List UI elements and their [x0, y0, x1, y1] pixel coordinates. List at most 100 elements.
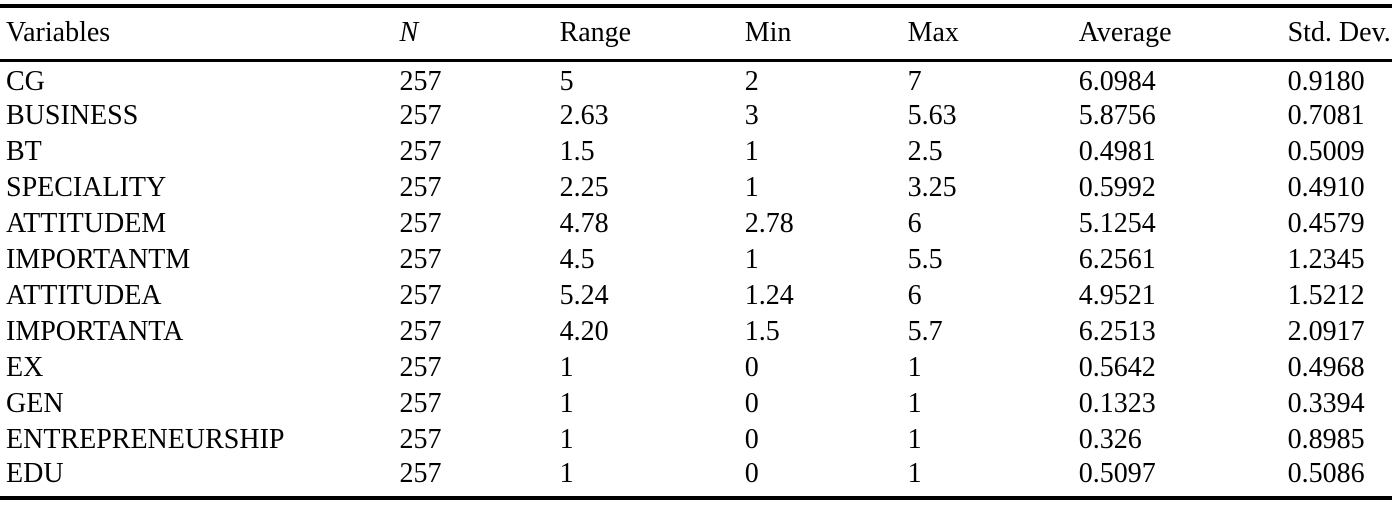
- cell-std-dev: 0.9180: [1287, 65, 1365, 97]
- column-header-n: N: [399, 6, 560, 62]
- cell-n: 257: [399, 315, 442, 347]
- table-row: BUSINESS 257 2.63 3 5.63 5.8756 0.7081: [0, 98, 1392, 134]
- cell-min: 0: [744, 457, 759, 489]
- cell-range: 4.5: [559, 243, 595, 275]
- table-row: GEN 257 1 0 1 0.1323 0.3394: [0, 386, 1392, 422]
- cell-average: 5.1254: [1078, 207, 1156, 239]
- table-row: IMPORTANTA 257 4.20 1.5 5.7 6.2513 2.0917: [0, 314, 1392, 350]
- cell-average: 0.326: [1078, 423, 1142, 455]
- cell-range: 1.5: [559, 135, 595, 167]
- table-body: CG 257 5 2 7 6.0984 0.9180 BUSINESS 257 2.63 3 5.63…: [0, 60, 1392, 498]
- cell-max: 2.5: [907, 135, 943, 167]
- cell-average: 5.8756: [1078, 99, 1156, 131]
- cell-n: 257: [399, 457, 442, 489]
- cell-variable: EDU: [6, 457, 64, 489]
- table-row: EX 257 1 0 1 0.5642 0.4968: [0, 350, 1392, 386]
- cell-average: 6.2561: [1078, 243, 1156, 275]
- cell-max: 5.63: [907, 99, 957, 131]
- column-header-variable: Variables: [0, 6, 400, 62]
- cell-max: 7: [907, 65, 922, 97]
- cell-min: 2.78: [744, 207, 794, 239]
- cell-n: 257: [399, 65, 442, 97]
- table-header: Variables N Range Min Max Average Std. Dev.: [0, 6, 1392, 62]
- cell-range: 1: [559, 457, 574, 489]
- cell-average: 0.4981: [1078, 135, 1156, 167]
- cell-min: 1.5: [744, 315, 780, 347]
- table-row: SPECIALITY 257 2.25 1 3.25 0.5992 0.4910: [0, 170, 1392, 206]
- cell-max: 6: [907, 279, 922, 311]
- cell-range: 1: [559, 423, 574, 455]
- cell-n: 257: [399, 207, 442, 239]
- cell-max: 1: [907, 457, 922, 489]
- table-row: ATTITUDEA 257 5.24 1.24 6 4.9521 1.5212: [0, 278, 1392, 314]
- cell-range: 4.20: [559, 315, 609, 347]
- cell-n: 257: [399, 387, 442, 419]
- cell-variable: CG: [6, 65, 45, 97]
- cell-max: 1: [907, 423, 922, 455]
- cell-std-dev: 0.3394: [1287, 387, 1365, 419]
- cell-n: 257: [399, 351, 442, 383]
- table-row: BT 257 1.5 1 2.5 0.4981 0.5009: [0, 134, 1392, 170]
- cell-max: 5.5: [907, 243, 943, 275]
- cell-average: 0.5642: [1078, 351, 1156, 383]
- header-row: Variables N Range Min Max Average Std. Dev.: [0, 6, 1392, 62]
- cell-variable: EX: [6, 351, 44, 383]
- cell-n: 257: [399, 243, 442, 275]
- cell-max: 6: [907, 207, 922, 239]
- cell-range: 4.78: [559, 207, 609, 239]
- cell-variable: GEN: [6, 387, 64, 419]
- cell-range: 1: [559, 351, 574, 383]
- cell-range: 2.63: [559, 99, 609, 131]
- descriptive-statistics-table: Variables N Range Min Max Average Std. Dev. CG…: [0, 4, 1392, 500]
- cell-range: 1: [559, 387, 574, 419]
- cell-variable: IMPORTANTM: [6, 243, 191, 275]
- cell-variable: IMPORTANTA: [6, 315, 184, 347]
- cell-n: 257: [399, 423, 442, 455]
- cell-variable: SPECIALITY: [6, 171, 167, 203]
- cell-variable: BT: [6, 135, 42, 167]
- cell-std-dev: 1.5212: [1287, 279, 1365, 311]
- cell-std-dev: 0.5086: [1287, 457, 1365, 489]
- cell-std-dev: 2.0917: [1287, 315, 1365, 347]
- table-row: CG 257 5 2 7 6.0984 0.9180: [0, 60, 1392, 98]
- cell-std-dev: 0.4579: [1287, 207, 1365, 239]
- column-header-range: Range: [559, 6, 745, 62]
- cell-min: 1: [744, 243, 759, 275]
- column-header-std-dev: Std. Dev.: [1287, 6, 1392, 62]
- cell-variable: BUSINESS: [6, 99, 139, 131]
- cell-variable: ATTITUDEA: [6, 279, 162, 311]
- column-header-min: Min: [744, 6, 908, 62]
- cell-average: 0.5097: [1078, 457, 1156, 489]
- cell-range: 5: [559, 65, 574, 97]
- table-row: IMPORTANTM 257 4.5 1 5.5 6.2561 1.2345: [0, 242, 1392, 278]
- cell-n: 257: [399, 99, 442, 131]
- cell-variable: ENTREPRENEURSHIP: [6, 423, 285, 455]
- cell-average: 6.2513: [1078, 315, 1156, 347]
- cell-max: 5.7: [907, 315, 943, 347]
- cell-average: 0.5992: [1078, 171, 1156, 203]
- cell-n: 257: [399, 171, 442, 203]
- cell-max: 3.25: [907, 171, 957, 203]
- cell-min: 0: [744, 423, 759, 455]
- table-row: EDU 257 1 0 1 0.5097 0.5086: [0, 458, 1392, 498]
- cell-n: 257: [399, 279, 442, 311]
- cell-min: 1: [744, 135, 759, 167]
- table-row: ENTREPRENEURSHIP 257 1 0 1 0.326 0.8985: [0, 422, 1392, 458]
- cell-std-dev: 0.7081: [1287, 99, 1365, 131]
- cell-min: 1.24: [744, 279, 794, 311]
- column-header-max: Max: [907, 6, 1079, 62]
- cell-average: 6.0984: [1078, 65, 1156, 97]
- cell-min: 2: [744, 65, 759, 97]
- cell-max: 1: [907, 351, 922, 383]
- table-row: ATTITUDEM 257 4.78 2.78 6 5.1254 0.4579: [0, 206, 1392, 242]
- cell-range: 2.25: [559, 171, 609, 203]
- cell-max: 1: [907, 387, 922, 419]
- cell-std-dev: 0.8985: [1287, 423, 1365, 455]
- cell-average: 4.9521: [1078, 279, 1156, 311]
- cell-average: 0.1323: [1078, 387, 1156, 419]
- cell-variable: ATTITUDEM: [6, 207, 167, 239]
- cell-std-dev: 1.2345: [1287, 243, 1365, 275]
- cell-std-dev: 0.4910: [1287, 171, 1365, 203]
- cell-range: 5.24: [559, 279, 609, 311]
